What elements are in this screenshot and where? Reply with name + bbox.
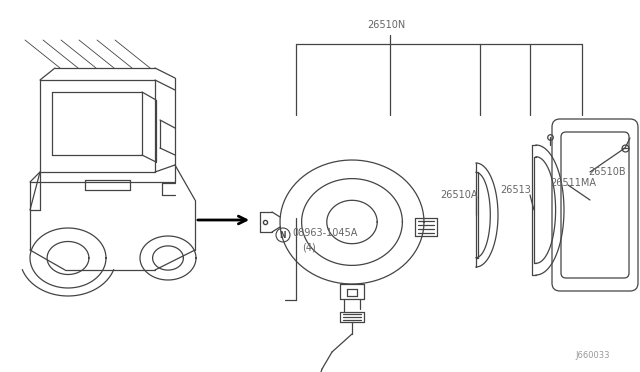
Text: N: N (280, 231, 286, 240)
Text: 26510A: 26510A (440, 190, 477, 200)
Text: 26510B: 26510B (588, 167, 626, 177)
Text: (4): (4) (302, 242, 316, 252)
Text: 26511MA: 26511MA (550, 178, 596, 188)
Text: 08963-1045A: 08963-1045A (292, 228, 357, 238)
Text: 26510N: 26510N (367, 20, 405, 30)
Text: J660033: J660033 (575, 351, 609, 360)
Text: 26513: 26513 (500, 185, 531, 195)
